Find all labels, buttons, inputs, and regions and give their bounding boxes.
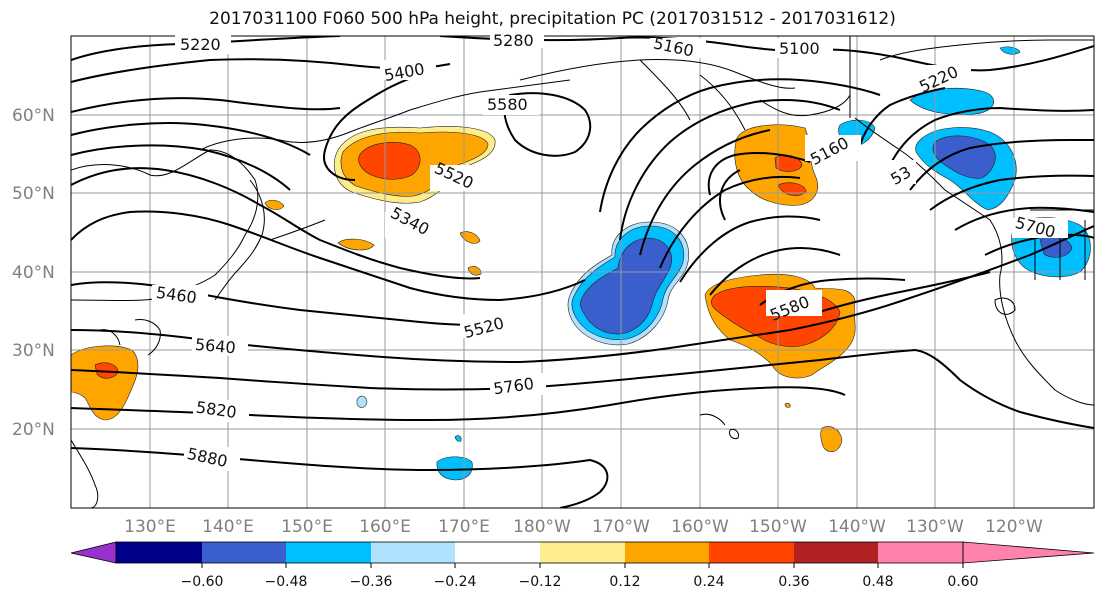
- positive-anomaly-region: [358, 142, 421, 180]
- map-title: 2017031100 F060 500 hPa height, precipit…: [209, 9, 896, 29]
- lon-label: 140°W: [828, 517, 886, 537]
- lat-label: 30°N: [12, 341, 55, 361]
- colorbar-tick-label: 0.60: [947, 574, 978, 590]
- lon-label: 150°W: [749, 517, 807, 537]
- colorbar-segment: [625, 542, 709, 563]
- lon-label: 150°E: [281, 517, 333, 537]
- lon-label: 170°W: [592, 517, 650, 537]
- colorbar-tick-label: 0.36: [778, 574, 809, 590]
- longitude-labels: 130°E 140°E 150°E 160°E 170°E 180°W 170°…: [124, 517, 1043, 537]
- contour-label: 5100: [779, 39, 820, 58]
- contour-label: 5580: [487, 95, 528, 114]
- lon-label: 140°E: [202, 517, 254, 537]
- contour-labels: 5220 5280 5160 5100 5220 5400 5580 5520 …: [152, 31, 1068, 471]
- map-plot-area: [71, 36, 1094, 508]
- precipitation-shading: [71, 46, 1091, 481]
- colorbar-segment: [540, 542, 625, 563]
- colorbar-tick-label: −0.48: [265, 574, 308, 590]
- colorbar: −0.60 −0.48 −0.36 −0.24 −0.12 0.12 0.24 …: [70, 541, 1095, 590]
- lon-label: 170°E: [438, 517, 490, 537]
- lon-label: 130°W: [906, 517, 964, 537]
- colorbar-tick-label: 0.48: [862, 574, 893, 590]
- colorbar-tick-label: −0.36: [350, 574, 393, 590]
- lon-label: 160°E: [359, 517, 411, 537]
- map-frame: [70, 35, 1095, 509]
- lat-label: 20°N: [12, 420, 55, 440]
- colorbar-segment: [116, 542, 202, 563]
- colorbar-tick-label: 0.12: [609, 574, 640, 590]
- coastlines: [71, 36, 1094, 508]
- latitude-labels: 60°N 50°N 40°N 30°N 20°N: [12, 106, 55, 440]
- lat-label: 40°N: [12, 263, 55, 283]
- graticule: [71, 36, 1094, 508]
- colorbar-tick-label: 0.24: [693, 574, 724, 590]
- contour-label: 5280: [493, 31, 534, 50]
- colorbar-segment: [878, 542, 963, 563]
- colorbar-segment: [794, 542, 878, 563]
- colorbar-extend-low: [70, 541, 117, 564]
- colorbar-segment: [202, 542, 286, 563]
- lat-label: 60°N: [12, 106, 55, 126]
- colorbar-segment: [371, 542, 455, 563]
- colorbar-tick-label: −0.24: [434, 574, 477, 590]
- colorbar-tick-label: −0.12: [519, 574, 562, 590]
- colorbar-segment: [286, 542, 371, 563]
- contour-label: 5640: [194, 335, 236, 357]
- colorbar-segment: [709, 542, 794, 563]
- contour-label: 5220: [180, 35, 221, 54]
- colorbar-tick-label: −0.60: [181, 574, 224, 590]
- colorbar-segment: [455, 542, 540, 563]
- lon-label: 120°W: [985, 517, 1043, 537]
- lon-label: 130°E: [124, 517, 176, 537]
- lon-label: 180°W: [513, 517, 571, 537]
- lat-label: 50°N: [12, 184, 55, 204]
- colorbar-extend-high: [962, 541, 1095, 564]
- lon-label: 160°W: [671, 517, 729, 537]
